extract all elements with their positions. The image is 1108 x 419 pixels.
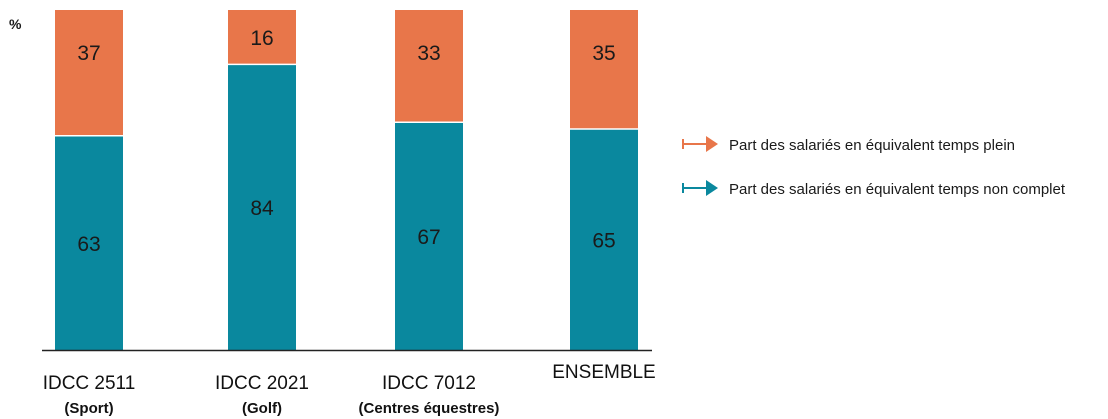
x-tick-label: IDCC 2021 bbox=[215, 373, 309, 394]
x-tick-sublabel: (Sport) bbox=[64, 400, 113, 417]
legend-arrow-icon bbox=[706, 180, 718, 196]
bar-segment bbox=[228, 64, 296, 351]
legend-entry: Part des salariés en équivalent temps no… bbox=[682, 180, 1066, 198]
bar-value-label: 33 bbox=[417, 42, 440, 65]
x-axis-ticks: IDCC 2511 (Sport) IDCC 2021 (Golf) IDCC 7012… bbox=[43, 362, 656, 417]
x-tick-label: IDCC 7012 bbox=[382, 373, 476, 394]
legend-label: Part des salariés en équivalent temps no… bbox=[729, 181, 1066, 198]
bar-value-label: 84 bbox=[250, 197, 274, 220]
x-tick-label: IDCC 2511 bbox=[43, 373, 136, 394]
x-tick-label: ENSEMBLE bbox=[552, 362, 655, 383]
bar-segment bbox=[55, 10, 123, 136]
legend-entry: Part des salariés en équivalent temps pl… bbox=[682, 136, 1015, 154]
bar-value-label: 63 bbox=[77, 233, 100, 256]
legend-arrow-icon bbox=[706, 136, 718, 152]
bar-value-label: 67 bbox=[417, 226, 440, 249]
x-tick-sublabel: (Golf) bbox=[242, 400, 282, 417]
bar-segment bbox=[395, 122, 463, 350]
bar-value-label: 65 bbox=[592, 230, 615, 253]
bar-segment bbox=[570, 10, 638, 129]
bar-value-label: 16 bbox=[250, 27, 273, 50]
bar-segment bbox=[570, 129, 638, 350]
bar-segment bbox=[55, 135, 123, 350]
x-tick-sublabel: (Centres équestres) bbox=[359, 400, 500, 417]
bar-segment bbox=[228, 10, 296, 65]
legend-label: Part des salariés en équivalent temps pl… bbox=[729, 137, 1015, 154]
bars-group: 63 37 84 16 67 33 65 35 bbox=[55, 10, 638, 351]
unit-label: % bbox=[9, 16, 22, 32]
bar-value-label: 37 bbox=[77, 42, 100, 65]
legend: Part des salariés en équivalent temps pl… bbox=[682, 136, 1066, 198]
bar-segment bbox=[395, 10, 463, 123]
bar-value-label: 35 bbox=[592, 42, 615, 65]
